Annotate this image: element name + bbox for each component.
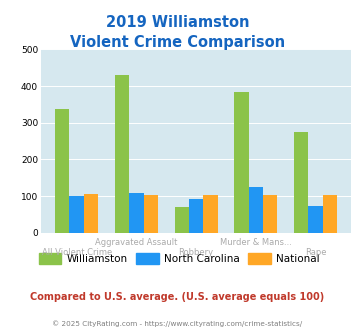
Bar: [55, 109, 70, 233]
Text: Robbery: Robbery: [179, 248, 214, 257]
Bar: [234, 92, 249, 233]
Bar: [308, 206, 323, 233]
Text: All Violent Crime: All Violent Crime: [42, 248, 112, 257]
Text: Compared to U.S. average. (U.S. average equals 100): Compared to U.S. average. (U.S. average …: [31, 292, 324, 302]
Bar: [115, 75, 129, 233]
Bar: [70, 196, 84, 233]
Bar: [249, 187, 263, 233]
Bar: [203, 195, 218, 233]
Bar: [294, 132, 308, 233]
Bar: [143, 195, 158, 233]
Legend: Williamston, North Carolina, National: Williamston, North Carolina, National: [34, 248, 324, 268]
Bar: [263, 195, 277, 233]
Text: Murder & Mans...: Murder & Mans...: [220, 238, 292, 247]
Bar: [84, 194, 98, 233]
Bar: [175, 207, 189, 233]
Text: Violent Crime Comparison: Violent Crime Comparison: [70, 35, 285, 50]
Text: Aggravated Assault: Aggravated Assault: [95, 238, 178, 247]
Text: © 2025 CityRating.com - https://www.cityrating.com/crime-statistics/: © 2025 CityRating.com - https://www.city…: [53, 320, 302, 327]
Text: 2019 Williamston: 2019 Williamston: [106, 15, 249, 30]
Bar: [189, 199, 203, 233]
Text: Rape: Rape: [305, 248, 326, 257]
Bar: [323, 195, 337, 233]
Bar: [129, 193, 143, 233]
